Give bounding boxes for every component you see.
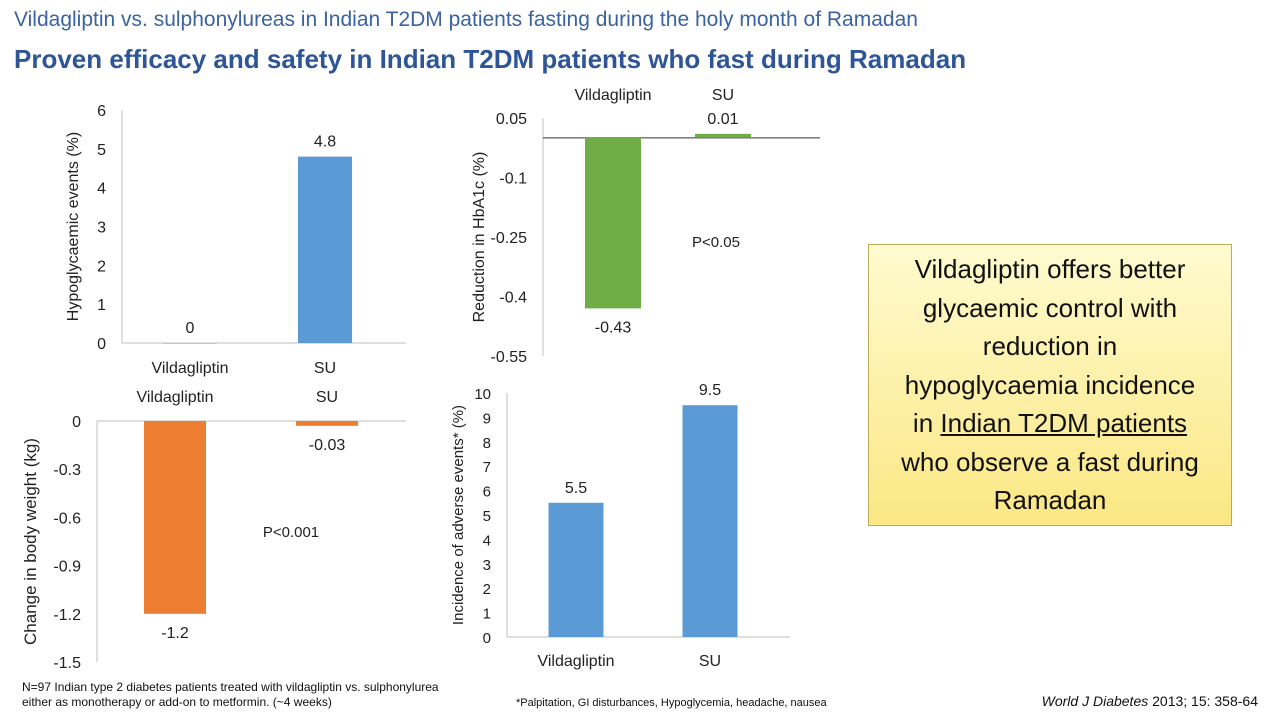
bar	[695, 133, 751, 138]
slide-title: Proven efficacy and safety in Indian T2D…	[14, 44, 967, 74]
category-label: Vildagliptin	[574, 87, 651, 104]
y-tick-label: 8	[483, 435, 491, 452]
y-tick-label: -0.4	[499, 290, 527, 307]
key-message-callout: Vildagliptin offers better glycaemic con…	[868, 244, 1232, 526]
y-tick-label: -0.1	[499, 171, 527, 188]
bar	[144, 421, 206, 614]
bar	[548, 502, 604, 637]
y-tick-label: -0.3	[53, 462, 81, 479]
category-label: SU	[699, 653, 721, 670]
y-tick-label: 1	[97, 297, 106, 314]
y-axis-title: Change in body weight (kg)	[21, 438, 40, 645]
callout-text: Vildagliptin offers better glycaemic con…	[901, 250, 1199, 520]
callout-line: hypoglycaemia incidence	[904, 369, 1196, 400]
bar	[298, 156, 352, 343]
y-tick-label: 5	[483, 508, 491, 525]
slide-kicker: Vildagliptin vs. sulphonylureas in India…	[14, 8, 918, 31]
y-tick-label: 5	[97, 142, 106, 159]
callout-line: reduction in	[982, 331, 1118, 362]
y-tick-label: 0.05	[496, 111, 527, 128]
citation-journal: World J Diabetes	[1041, 693, 1149, 709]
y-tick-label: 3	[483, 557, 491, 574]
y-tick-label: 9	[483, 410, 491, 427]
citation-details: 2013; 15: 358-64	[1148, 693, 1258, 709]
y-axis-title: Incidence of adverse events* (%)	[450, 405, 467, 625]
callout-line: glycaemic control with	[922, 292, 1178, 323]
data-label: 0	[186, 320, 195, 337]
data-label: -0.43	[595, 319, 632, 336]
y-tick-label: -1.5	[53, 655, 81, 672]
data-label: 4.8	[314, 134, 336, 151]
data-label: -1.2	[161, 625, 189, 642]
y-tick-label: 0	[483, 630, 491, 647]
y-tick-label: 0	[97, 336, 106, 353]
study-footnote-line: N=97 Indian type 2 diabetes patients tre…	[22, 680, 439, 694]
callout-line: who observe a fast during	[901, 446, 1199, 477]
y-axis-title: Reduction in HbA1c (%)	[471, 152, 488, 323]
y-tick-label: 6	[97, 103, 106, 120]
y-axis-title: Hypoglycaemic events (%)	[65, 132, 82, 321]
data-label: 0.01	[707, 111, 738, 128]
category-label: Vildagliptin	[136, 389, 213, 406]
callout-line: Vildagliptin offers better	[914, 254, 1186, 285]
y-tick-label: 2	[483, 581, 491, 598]
y-tick-label: -0.9	[53, 559, 81, 576]
y-tick-label: -0.6	[53, 510, 81, 527]
callout-emphasis: Indian T2DM patients	[940, 408, 1188, 439]
bar	[163, 343, 217, 344]
data-label: -0.03	[309, 437, 346, 454]
category-label: Vildagliptin	[151, 360, 228, 377]
p-value-annotation: P<0.05	[692, 234, 740, 251]
study-footnote-line: either as monotherapy or add-on to metfo…	[22, 695, 332, 709]
bar	[682, 405, 738, 637]
study-footnote: N=97 Indian type 2 diabetes patients tre…	[22, 680, 439, 710]
bar	[585, 137, 641, 309]
y-tick-label: 4	[97, 181, 106, 198]
y-tick-label: -0.25	[491, 230, 528, 247]
y-tick-label: 3	[97, 220, 106, 237]
callout-line: in	[912, 408, 941, 439]
y-tick-label: 10	[474, 386, 491, 403]
p-value-annotation: P<0.001	[263, 524, 319, 541]
category-label: SU	[712, 87, 734, 104]
citation: World J Diabetes 2013; 15: 358-64	[1042, 693, 1258, 709]
y-tick-label: 2	[97, 258, 106, 275]
data-label: 9.5	[699, 382, 721, 399]
adverse-events-footnote: *Palpitation, GI disturbances, Hypoglyce…	[516, 697, 827, 709]
y-tick-label: 7	[483, 459, 491, 476]
bar	[296, 421, 358, 426]
callout-line: Ramadan	[993, 485, 1107, 516]
y-tick-label: -1.2	[53, 607, 81, 624]
y-tick-label: 4	[483, 532, 491, 549]
category-label: SU	[316, 389, 338, 406]
category-label: SU	[314, 360, 336, 377]
y-tick-label: 6	[483, 484, 491, 501]
data-label: 5.5	[565, 480, 587, 497]
category-label: Vildagliptin	[537, 653, 614, 670]
y-tick-label: 0	[72, 414, 81, 431]
y-tick-label: -0.55	[491, 349, 528, 366]
y-tick-label: 1	[483, 606, 491, 623]
